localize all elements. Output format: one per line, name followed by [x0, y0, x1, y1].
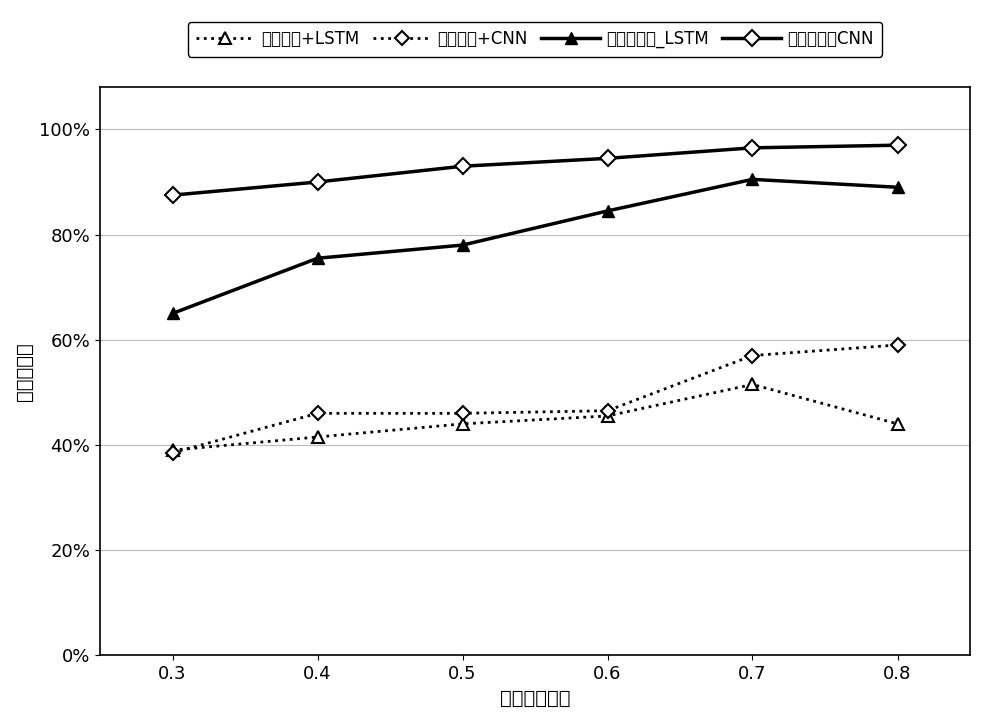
原始数据+CNN — [746, 351, 758, 360]
本发明方法_LSTM — [166, 309, 179, 318]
原始数据+CNN — [892, 341, 904, 349]
Legend: 原始数据+LSTM, 原始数据+CNN, 本发明方法_LSTM, 本发明方法CNN: 原始数据+LSTM, 原始数据+CNN, 本发明方法_LSTM, 本发明方法CN… — [188, 22, 882, 57]
原始数据+CNN — [166, 448, 179, 457]
本发明方法CNN — [892, 141, 904, 149]
原始数据+LSTM — [312, 432, 324, 441]
Y-axis label: 诊断准确率: 诊断准确率 — [15, 342, 34, 400]
X-axis label: 训练样本占比: 训练样本占比 — [500, 689, 570, 708]
原始数据+LSTM — [602, 411, 614, 420]
Line: 原始数据+LSTM: 原始数据+LSTM — [167, 379, 903, 456]
本发明方法CNN — [166, 191, 179, 199]
本发明方法_LSTM — [312, 254, 324, 263]
本发明方法_LSTM — [746, 175, 758, 183]
本发明方法_LSTM — [892, 183, 904, 191]
本发明方法CNN — [602, 154, 614, 163]
Line: 本发明方法_LSTM: 本发明方法_LSTM — [166, 173, 904, 320]
原始数据+LSTM — [456, 419, 468, 428]
原始数据+LSTM — [166, 446, 179, 454]
原始数据+LSTM — [746, 380, 758, 389]
本发明方法_LSTM — [602, 207, 614, 215]
Line: 原始数据+CNN: 原始数据+CNN — [168, 340, 902, 458]
原始数据+CNN — [602, 406, 614, 415]
本发明方法CNN — [312, 178, 324, 186]
原始数据+CNN — [312, 409, 324, 418]
原始数据+LSTM — [892, 419, 904, 428]
本发明方法CNN — [746, 143, 758, 152]
Line: 本发明方法CNN: 本发明方法CNN — [167, 140, 903, 201]
本发明方法_LSTM — [456, 241, 468, 250]
本发明方法CNN — [456, 162, 468, 170]
原始数据+CNN — [456, 409, 468, 418]
